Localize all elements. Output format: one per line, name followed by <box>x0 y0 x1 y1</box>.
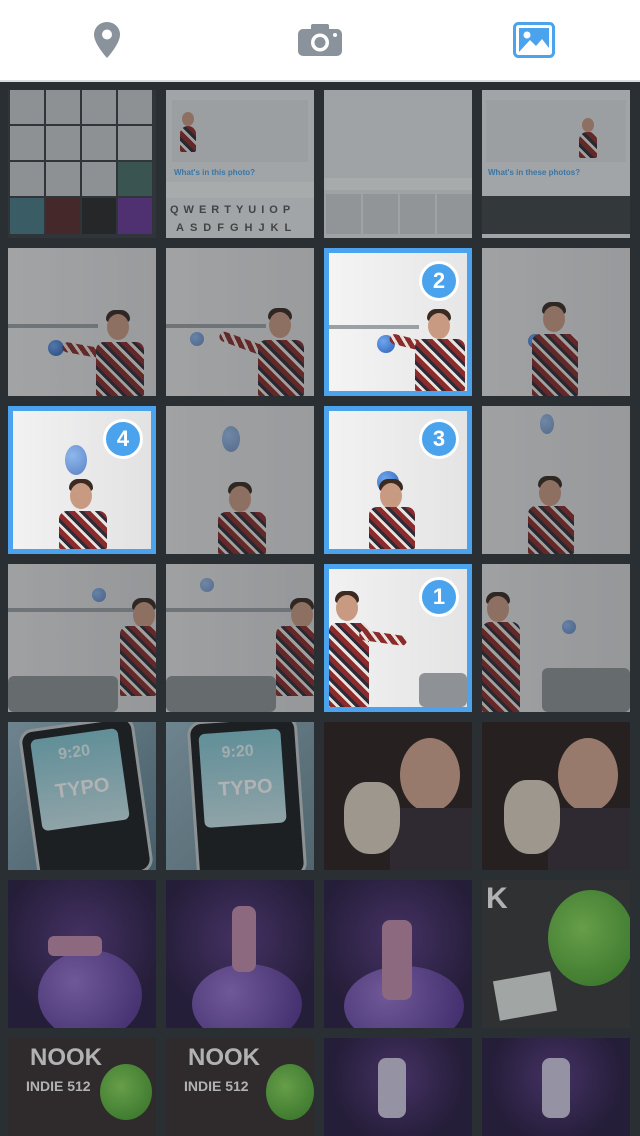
top-toolbar <box>0 0 640 82</box>
photo-thumbnail[interactable]: NOOK INDIE 512 <box>166 1038 314 1136</box>
photo-thumbnail[interactable] <box>324 1038 472 1136</box>
photo-thumbnail[interactable] <box>166 248 314 396</box>
photo-thumbnail-selected[interactable]: 3 <box>324 406 472 554</box>
poster-text: INDIE 512 <box>184 1078 249 1094</box>
photo-thumbnail[interactable] <box>482 564 630 712</box>
photo-thumbnail[interactable] <box>324 722 472 870</box>
photo-thumbnail[interactable] <box>8 564 156 712</box>
selection-order-badge: 2 <box>419 261 459 301</box>
photo-thumbnail[interactable]: 9:20 TYPO <box>166 722 314 870</box>
photo-thumbnail[interactable] <box>324 880 472 1028</box>
photo-thumbnail[interactable]: What's in this photo? QWERTYUIOP ASDFGHJ… <box>166 90 314 238</box>
selection-order-badge: 1 <box>419 577 459 617</box>
phone-time: 9:20 <box>221 742 255 762</box>
phone-brand: TYPO <box>217 775 274 801</box>
photo-thumbnail-selected[interactable]: 1 <box>324 564 472 712</box>
photo-thumbnail[interactable] <box>482 406 630 554</box>
phone-brand: TYPO <box>53 773 111 804</box>
camera-icon <box>297 24 342 56</box>
photo-thumbnail-selected[interactable]: 4 <box>8 406 156 554</box>
poster-text: K <box>486 882 508 915</box>
photo-grid: What's in this photo? QWERTYUIOP ASDFGHJ… <box>0 82 640 1136</box>
photo-thumbnail-selected[interactable]: 2 <box>324 248 472 396</box>
selection-order-badge: 4 <box>103 419 143 459</box>
photo-thumbnail[interactable] <box>8 90 156 238</box>
photo-thumbnail[interactable] <box>8 248 156 396</box>
photo-thumbnail[interactable] <box>482 722 630 870</box>
tab-location[interactable] <box>0 0 213 80</box>
screenshot-prompt: What's in this photo? <box>174 168 255 177</box>
photo-thumbnail[interactable]: What's in these photos? <box>482 90 630 238</box>
photo-thumbnail[interactable]: 9:20 TYPO <box>8 722 156 870</box>
screenshot-prompt: What's in these photos? <box>488 168 581 177</box>
photo-thumbnail[interactable] <box>8 880 156 1028</box>
keyboard-row: QWERTYUIOP <box>170 204 296 216</box>
poster-text: NOOK <box>188 1044 260 1071</box>
photo-thumbnail[interactable]: NOOK INDIE 512 <box>8 1038 156 1136</box>
photo-thumbnail[interactable] <box>482 1038 630 1136</box>
photo-thumbnail[interactable] <box>166 406 314 554</box>
selection-order-badge: 3 <box>419 419 459 459</box>
photo-thumbnail[interactable] <box>166 880 314 1028</box>
poster-text: INDIE 512 <box>26 1078 91 1094</box>
photo-thumbnail[interactable] <box>482 248 630 396</box>
poster-text: NOOK <box>30 1044 102 1071</box>
tab-camera[interactable] <box>213 0 426 80</box>
phone-time: 9:20 <box>57 742 92 764</box>
photo-thumbnail[interactable] <box>166 564 314 712</box>
photo-gallery-icon <box>512 22 555 58</box>
tab-photos[interactable] <box>427 0 640 80</box>
photo-thumbnail[interactable]: K <box>482 880 630 1028</box>
photo-thumbnail[interactable] <box>324 90 472 238</box>
keyboard-row: ASDFGHJKL <box>176 222 298 234</box>
map-pin-icon <box>93 22 120 58</box>
